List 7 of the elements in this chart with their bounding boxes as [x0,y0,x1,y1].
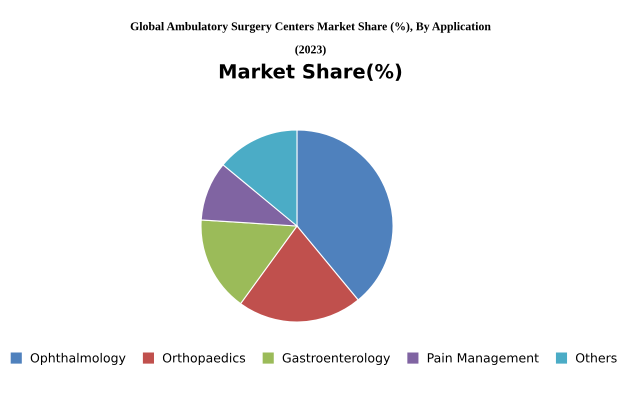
chart-title: Global Ambulatory Surgery Centers Market Share (%), By Application (2023) [130,22,491,56]
legend-label: Ophthalmology [30,352,126,365]
legend-label: Pain Management [428,352,539,365]
legend-label: Orthopaedics [162,352,246,365]
chart-subtitle: Market Share(%) [220,64,402,81]
legend-label: Gastroenterology [282,352,390,365]
legend-label: Others [576,352,617,363]
